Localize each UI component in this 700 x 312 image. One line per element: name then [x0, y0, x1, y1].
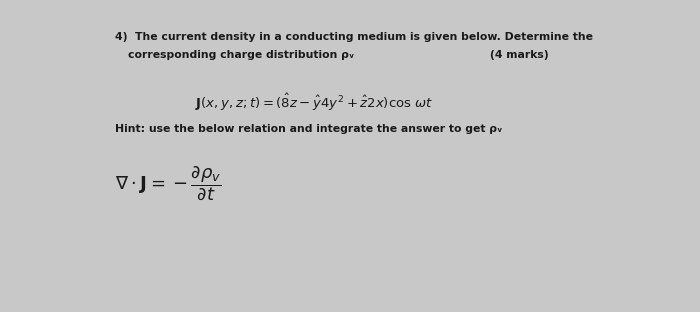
Text: (4 marks): (4 marks): [490, 50, 549, 60]
Text: $\nabla\cdot\mathbf{J} = -\dfrac{\partial\rho_v}{\partial t}$: $\nabla\cdot\mathbf{J} = -\dfrac{\partia…: [115, 164, 221, 202]
Text: 4)  The current density in a conducting medium is given below. Determine the: 4) The current density in a conducting m…: [115, 32, 593, 42]
Text: corresponding charge distribution ρᵥ: corresponding charge distribution ρᵥ: [128, 50, 354, 60]
Text: $\mathbf{J}(x, y, z; t) = (\hat{8}z - \hat{y}4y^2 + \hat{z}2x)\cos\,\omega t$: $\mathbf{J}(x, y, z; t) = (\hat{8}z - \h…: [195, 92, 433, 113]
Text: Hint: use the below relation and integrate the answer to get ρᵥ: Hint: use the below relation and integra…: [115, 124, 503, 134]
